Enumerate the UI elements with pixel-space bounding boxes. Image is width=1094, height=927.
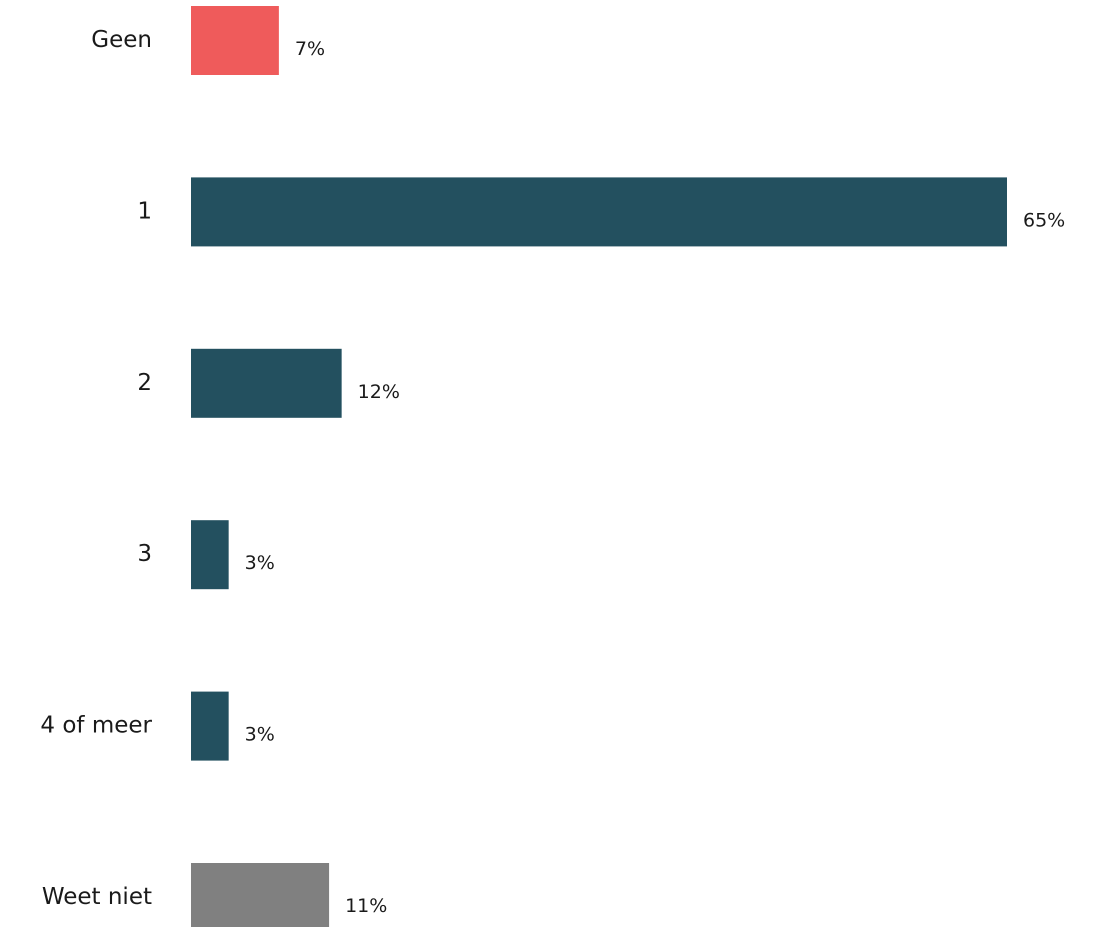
value-labels-group: 7% 65% 12% 3% 3% 11%	[245, 38, 1066, 917]
bar-geen	[191, 6, 279, 75]
category-label: 2	[137, 370, 152, 396]
value-label: 3%	[245, 552, 275, 574]
value-label: 3%	[245, 724, 275, 746]
category-label: Weet niet	[42, 884, 152, 910]
bars-group	[191, 6, 1007, 927]
bar-1	[191, 177, 1007, 247]
category-label: 4 of meer	[40, 713, 152, 739]
category-label: 1	[137, 198, 152, 224]
value-label: 65%	[1023, 209, 1065, 231]
category-labels-group: Geen 1 2 3 4 of meer Weet niet	[40, 27, 152, 910]
value-label: 11%	[345, 895, 387, 917]
value-label: 12%	[358, 381, 400, 403]
bar-weet-niet	[191, 863, 330, 927]
value-label: 7%	[295, 38, 325, 60]
bar-4-of-meer	[191, 691, 229, 761]
bar-3	[191, 520, 229, 590]
bar-2	[191, 348, 342, 418]
category-label: Geen	[91, 27, 152, 53]
category-label: 3	[137, 541, 152, 567]
